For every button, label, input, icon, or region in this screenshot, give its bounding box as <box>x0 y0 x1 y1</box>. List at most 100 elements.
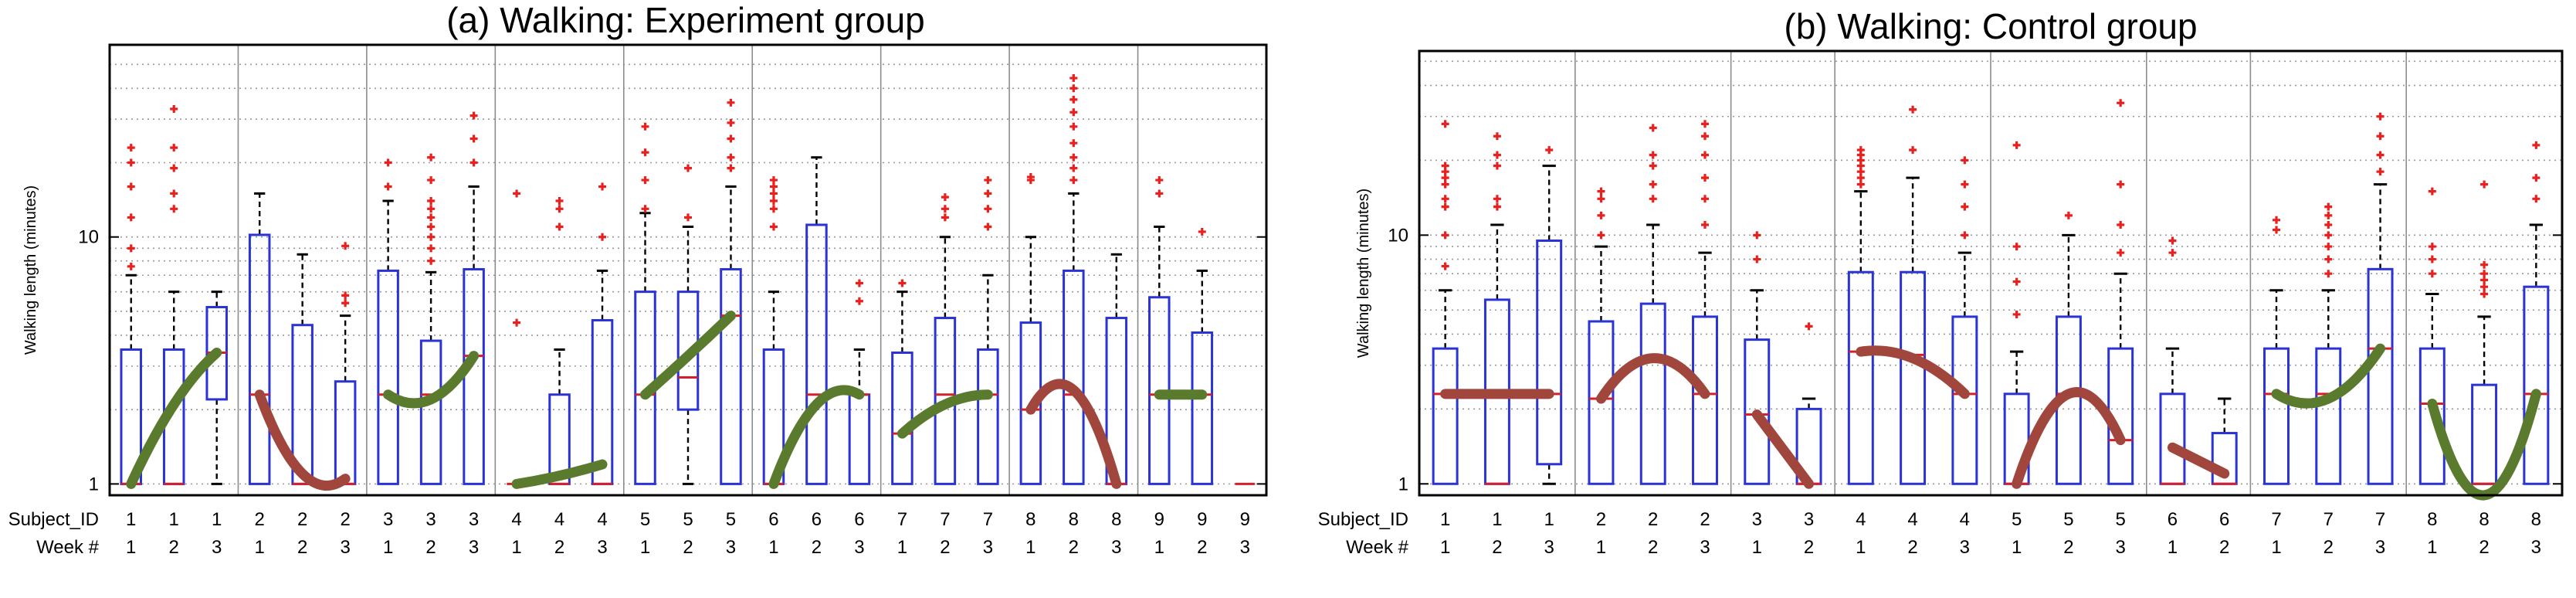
outlier-point <box>1961 202 1969 211</box>
outlier-point <box>2532 195 2540 203</box>
outlier-point <box>1069 139 1078 148</box>
x-tick-week: 1 <box>1752 537 1762 558</box>
box-iqr <box>891 351 913 485</box>
box-subject-2-week-1 <box>248 192 271 485</box>
outlier-point <box>1805 322 1813 331</box>
outlier-point <box>2532 141 2540 149</box>
outlier-point <box>1069 153 1078 161</box>
outlier-point <box>941 213 949 222</box>
outlier-point <box>2480 270 2489 278</box>
outlier-point <box>727 134 735 143</box>
box-subject-3-week-2 <box>419 153 442 485</box>
outlier-point <box>2428 270 2436 278</box>
x-tick-week: 2 <box>1492 537 1502 558</box>
outlier-point <box>2117 99 2125 107</box>
x-tick-subject: 9 <box>1197 509 1207 530</box>
x-tick-subject: 2 <box>1700 509 1710 530</box>
trend-curve-subject-8 <box>1025 379 1122 489</box>
x-tick-week: 2 <box>2323 537 2334 558</box>
outlier-point <box>2117 180 2125 189</box>
box-subject-1-week-2 <box>162 104 185 485</box>
x-tick-week: 1 <box>255 537 265 558</box>
outlier-point <box>1441 180 1449 189</box>
x-tick-week: 3 <box>983 537 993 558</box>
outlier-point <box>2324 231 2333 240</box>
x-tick-week: 2 <box>683 537 693 558</box>
box-subject-7-week-2 <box>934 193 957 485</box>
x-tick-week: 2 <box>812 537 822 558</box>
box-iqr <box>1588 320 1615 485</box>
box-subject-1-week-1 <box>120 144 143 485</box>
x-tick-week: 3 <box>2116 537 2126 558</box>
outlier-point <box>984 205 992 213</box>
outlier-point <box>1909 146 1917 155</box>
box-subject-5-week-1 <box>634 122 656 485</box>
box-iqr <box>2315 347 2342 485</box>
y-tick-label: 10 <box>1388 225 1408 246</box>
outlier-point <box>2064 211 2073 219</box>
trend-curve-subject-1 <box>126 347 222 489</box>
x-tick-week: 3 <box>726 537 736 558</box>
box-iqr <box>2523 285 2550 485</box>
outlier-point <box>1909 105 1917 114</box>
outlier-point <box>1597 195 1605 203</box>
box-subject-7-week-3 <box>977 176 999 485</box>
outlier-point <box>1701 195 1709 203</box>
outlier-point <box>641 176 649 185</box>
box-subject-2-week-1 <box>1588 187 1615 485</box>
outlier-point <box>684 213 692 222</box>
chart-title: (a) Walking: Experiment group <box>446 0 925 40</box>
outlier-point <box>769 176 778 185</box>
outlier-point <box>2324 270 2333 278</box>
outlier-point <box>855 297 863 305</box>
x-tick-week: 2 <box>1069 537 1079 558</box>
x-tick-week: 3 <box>340 537 350 558</box>
x-tick-week: 3 <box>1960 537 1970 558</box>
outlier-point <box>1493 161 1501 170</box>
x-tick-subject: 6 <box>854 509 864 530</box>
outlier-point <box>1649 151 1657 159</box>
outlier-point <box>469 134 478 143</box>
box-subject-7-week-3 <box>2367 112 2394 485</box>
outlier-point <box>1701 120 1709 128</box>
box-iqr <box>1900 270 1927 485</box>
outlier-point <box>170 144 178 152</box>
y-axis-label: Walking length (minutes) <box>22 185 39 355</box>
outlier-point <box>555 197 564 206</box>
box-subject-5-week-2 <box>2055 211 2082 485</box>
x-tick-subject: 1 <box>126 509 136 530</box>
outlier-point <box>1493 132 1501 141</box>
x-tick-subject: 3 <box>469 509 479 530</box>
box-subject-2-week-3 <box>334 242 357 485</box>
x-tick-week: 2 <box>554 537 564 558</box>
outlier-point <box>427 213 436 222</box>
box-subject-8-week-3 <box>2523 141 2550 485</box>
row-label-subject: Subject_ID <box>1318 509 1408 530</box>
x-tick-subject: 5 <box>2063 509 2073 530</box>
box-subject-8-week-2 <box>2471 180 2498 485</box>
x-tick-week: 2 <box>425 537 436 558</box>
x-tick-week: 3 <box>1544 537 1554 558</box>
outlier-point <box>427 257 436 265</box>
x-tick-week: 1 <box>2168 537 2178 558</box>
outlier-point <box>727 118 735 127</box>
outlier-point <box>1597 211 1605 219</box>
box-iqr <box>2263 347 2290 485</box>
box-subject-3-week-3 <box>463 111 485 485</box>
outlier-point <box>1493 151 1501 159</box>
box-subject-9-week-2 <box>1191 227 1214 485</box>
row-label-week: Week # <box>1346 537 1409 558</box>
outlier-point <box>2012 141 2021 149</box>
x-tick-week: 1 <box>897 537 907 558</box>
box-subject-7-week-2 <box>2315 202 2342 485</box>
outlier-point <box>427 233 436 241</box>
outlier-point <box>641 148 649 157</box>
outlier-point <box>727 164 735 172</box>
box-iqr <box>1019 321 1042 485</box>
x-tick-subject: 5 <box>726 509 736 530</box>
x-tick-subject: 5 <box>640 509 650 530</box>
outlier-point <box>855 279 863 287</box>
row-label-subject: Subject_ID <box>8 509 99 530</box>
outlier-point <box>427 176 436 185</box>
outlier-point <box>1198 227 1206 236</box>
